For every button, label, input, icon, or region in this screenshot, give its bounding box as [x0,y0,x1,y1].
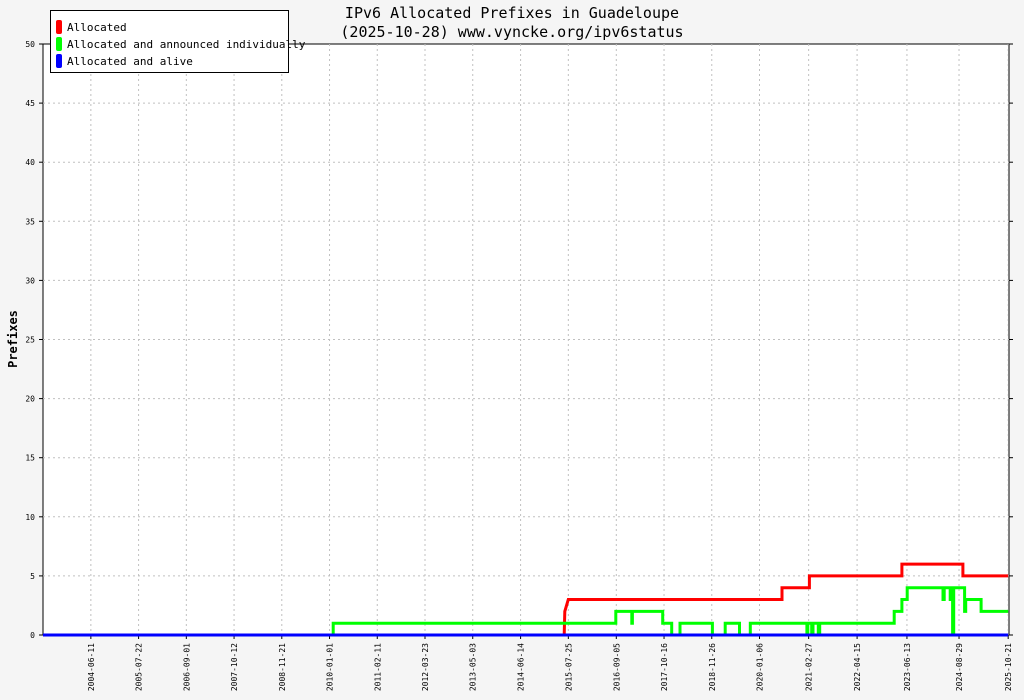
series-line-0 [562,562,1009,636]
y-tick-label: 40 [25,158,35,167]
x-tick-label: 2007-10-12 [230,643,239,691]
legend-label-announced: Allocated and announced individually [67,37,306,51]
y-tick-label: 0 [30,631,35,640]
x-tick-label: 2005-07-22 [135,643,144,691]
x-tick-label: 2023-06-13 [903,643,912,691]
legend-label-allocated: Allocated [67,20,127,34]
x-tick-label: 2017-10-16 [660,643,669,691]
y-tick-label: 25 [25,336,35,345]
legend-swatch-alive [56,54,62,68]
x-tick-label: 2004-06-11 [87,643,96,691]
y-tick-label: 30 [25,276,35,285]
x-tick-label: 2022-04-15 [853,643,862,691]
x-tick-label: 2006-09-01 [182,643,191,691]
y-tick-label: 15 [25,454,35,463]
x-tick-label: 2024-08-29 [955,643,964,691]
y-tick-label: 5 [30,572,35,581]
y-tick-label: 35 [25,217,35,226]
chart-title: IPv6 Allocated Prefixes in Guadeloupe [344,4,680,22]
x-tick-label: 2008-11-21 [278,643,287,691]
legend-item-allocated: Allocated [56,19,127,35]
x-tick-label: 2018-11-26 [708,643,717,691]
legend-label-alive: Allocated and alive [67,54,193,68]
legend: Allocated Allocated and announced indivi… [50,10,305,73]
y-tick-label: 10 [25,513,35,522]
axis-layer: 0 5 10 15 20 25 30 35 40 45 50 2004-06-11 2005-07-22… [25,40,1013,691]
x-tick-label: 2021-02-27 [805,643,814,691]
series-line-1 [43,586,1009,637]
x-tick-label: 2014-06-14 [517,643,526,691]
series-layer [43,562,1009,637]
x-tick-label: 2013-05-03 [469,643,478,691]
chart-subtitle: (2025-10-28) www.vyncke.org/ipv6status [340,23,684,41]
legend-swatch-allocated [56,20,62,34]
grid-layer [43,44,1009,635]
y-tick-label: 45 [25,99,35,108]
legend-item-alive: Allocated and alive [56,53,193,69]
x-tick-label: 2025-10-21 [1004,643,1013,691]
y-tick-label: 20 [25,395,35,404]
legend-item-announced: Allocated and announced individually [56,36,305,52]
y-axis-label: Prefixes [6,310,20,368]
x-tick-label: 2016-09-05 [612,643,621,691]
legend-swatch-announced [56,37,62,51]
x-tick-label: 2020-01-06 [756,643,765,691]
y-tick-label: 50 [25,40,35,49]
x-tick-label: 2010-01-01 [326,643,335,691]
x-tick-label: 2011-02-11 [373,643,382,691]
x-tick-label: 2012-03-23 [421,643,430,691]
x-tick-label: 2015-07-25 [564,643,573,691]
